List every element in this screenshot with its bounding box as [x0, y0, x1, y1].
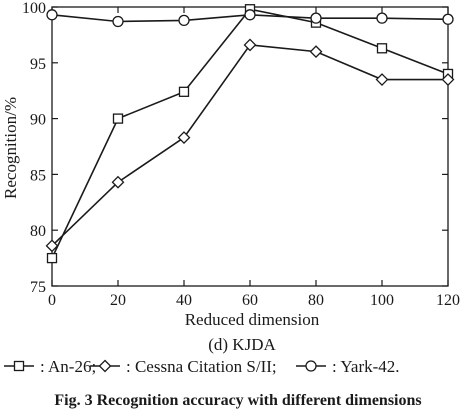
data-point-yark-42	[244, 9, 256, 21]
series-cessna-citation-s-ii	[45, 38, 455, 253]
legend-marker	[98, 359, 112, 373]
x-tick-label: 20	[110, 292, 126, 309]
series-line-cessna-citation-s-ii	[51, 44, 448, 247]
y-tick-label: 100	[22, 0, 46, 17]
data-point-yark-42	[376, 12, 388, 24]
legend-label: : Cessna Citation S/II;	[126, 357, 277, 376]
data-point-cessna-citation-s-ii	[111, 175, 125, 189]
data-point-an-26	[46, 252, 58, 264]
data-point-yark-42	[46, 9, 58, 21]
data-point-cessna-citation-s-ii	[45, 239, 59, 253]
x-tick-label: 120	[436, 292, 460, 309]
data-point-cessna-citation-s-ii	[309, 45, 323, 59]
legend: : An-26; : Cessna Citation S/II; : Yark-42…	[4, 357, 400, 376]
y-tick-label: 75	[30, 279, 46, 296]
data-point-yark-42	[178, 14, 190, 27]
legend-marker	[13, 360, 25, 372]
data-point-cessna-citation-s-ii	[375, 73, 389, 86]
data-point-yark-42	[310, 12, 322, 24]
data-point-cessna-citation-s-ii	[243, 38, 257, 52]
legend-label: : An-26;	[40, 357, 96, 376]
x-tick-label: 80	[308, 292, 324, 309]
figure-caption: Fig. 3 Recognition accuracy with differe…	[54, 392, 421, 409]
data-point-yark-42	[442, 13, 454, 25]
y-axis-label: Recognition/%	[1, 97, 20, 199]
legend-label: : Yark-42.	[332, 357, 400, 376]
y-tick-label: 95	[30, 56, 46, 73]
data-point-cessna-citation-s-ii	[177, 131, 191, 144]
x-tick-label: 60	[242, 292, 258, 309]
subcaption: (d) KJDA	[208, 335, 276, 354]
data-point-an-26	[112, 113, 124, 124]
data-point-an-26	[376, 43, 388, 54]
x-tick-label: 0	[48, 292, 56, 309]
x-axis-label: Reduced dimension	[185, 310, 320, 329]
data-point-an-26	[178, 86, 190, 97]
legend-marker	[305, 360, 317, 372]
data-point-yark-42	[112, 15, 124, 28]
y-tick-label: 90	[30, 112, 46, 129]
series-yark-42	[46, 9, 454, 28]
x-tick-label: 40	[176, 292, 192, 309]
data-point-cessna-citation-s-ii	[441, 73, 455, 86]
x-tick-label: 100	[370, 292, 394, 309]
y-tick-label: 80	[30, 223, 46, 240]
y-tick-label: 85	[30, 167, 46, 184]
